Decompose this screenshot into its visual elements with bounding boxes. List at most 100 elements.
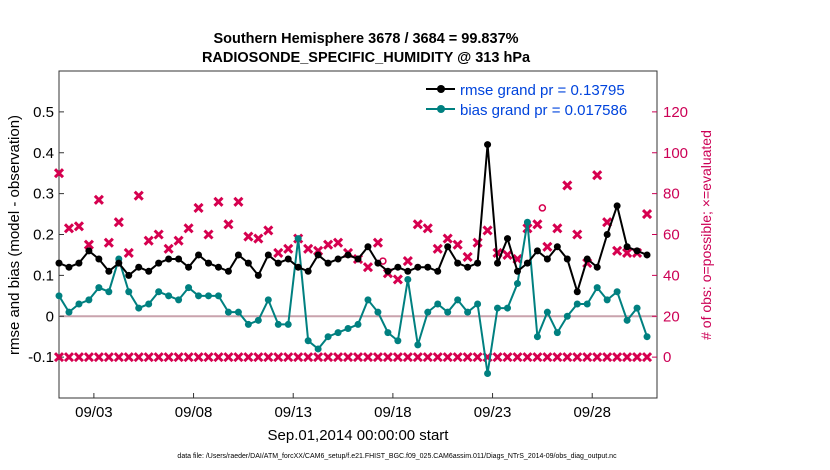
evaluated-obs-stroke	[592, 352, 603, 363]
y-tick-label: 0	[46, 308, 54, 325]
bias-point	[593, 284, 601, 292]
rmse-point	[65, 263, 73, 271]
bias-point	[55, 292, 63, 300]
rmse-point	[563, 255, 571, 263]
evaluated-obs-zero-marker	[143, 352, 154, 363]
rmse-point	[324, 259, 332, 267]
bias-point	[284, 320, 292, 328]
evaluated-obs-zero-marker	[73, 352, 84, 363]
rmse-point	[494, 259, 502, 267]
evaluated-obs-stroke	[93, 352, 104, 363]
evaluated-obs-marker	[193, 202, 204, 213]
rmse-point	[304, 267, 312, 275]
evaluated-obs-stroke	[562, 180, 573, 191]
evaluated-obs-marker	[641, 209, 653, 220]
bias-point	[304, 337, 312, 345]
evaluated-obs-stroke	[622, 352, 633, 363]
bias-point	[85, 296, 93, 304]
legend-bias-label: bias grand pr = 0.017586	[460, 102, 627, 119]
evaluated-obs-stroke	[592, 170, 603, 181]
evaluated-obs-zero-marker	[472, 352, 483, 363]
y2-tick-label: 80	[663, 186, 680, 203]
evaluated-obs-stroke	[362, 262, 374, 273]
y2-tick-label: 60	[663, 227, 680, 244]
evaluated-obs-zero-marker	[632, 352, 643, 363]
evaluated-obs-stroke	[542, 241, 553, 252]
evaluated-obs-stroke	[63, 223, 75, 234]
bias-point	[444, 308, 452, 316]
bias-point	[205, 292, 212, 300]
bias-point	[324, 333, 332, 341]
evaluated-obs-stroke	[622, 247, 633, 258]
x-tick-label: 09/28	[573, 404, 611, 421]
evaluated-obs-stroke	[153, 229, 164, 240]
evaluated-obs-zero-marker	[93, 352, 104, 363]
evaluated-obs-zero-marker	[213, 352, 224, 363]
evaluated-obs-marker	[223, 219, 234, 230]
evaluated-obs-stroke	[502, 249, 513, 260]
evaluated-obs-stroke	[333, 237, 344, 248]
bias-point	[254, 316, 262, 324]
evaluated-obs-stroke	[63, 352, 75, 363]
plot-area	[58, 70, 658, 399]
bias-point	[394, 337, 402, 345]
evaluated-obs-stroke	[323, 239, 334, 250]
evaluated-obs-zero-marker	[542, 352, 553, 363]
evaluated-obs-zero-marker	[83, 352, 94, 363]
evaluated-obs-stroke	[612, 352, 623, 363]
rmse-point	[75, 259, 83, 267]
bias-point	[264, 296, 272, 304]
rmse-point	[633, 247, 641, 255]
rmse-point	[125, 271, 133, 279]
evaluated-obs-zero-marker	[442, 352, 453, 363]
evaluated-obs-zero-marker	[333, 352, 344, 363]
evaluated-obs-marker	[432, 243, 443, 254]
evaluated-obs-zero-marker	[552, 352, 563, 363]
bias-point	[75, 300, 83, 308]
evaluated-obs-zero-marker	[163, 352, 174, 363]
evaluated-obs-zero-marker	[273, 352, 284, 363]
evaluated-obs-stroke	[362, 352, 374, 363]
evaluated-obs-zero-marker	[462, 352, 473, 363]
bias-point	[484, 369, 492, 377]
bias-series	[55, 218, 651, 377]
evaluated-obs-stroke	[432, 352, 443, 363]
rmse-point	[623, 243, 631, 251]
rmse-point	[334, 255, 342, 263]
bias-point	[95, 284, 103, 292]
evaluated-obs-stroke	[333, 352, 344, 363]
rmse-point	[533, 247, 541, 255]
evaluated-obs-stroke	[472, 352, 483, 363]
evaluated-obs-zero-marker	[193, 352, 204, 363]
evaluated-obs-stroke	[73, 352, 84, 363]
evaluated-obs-marker	[572, 229, 583, 240]
evaluated-obs-stroke	[452, 239, 463, 250]
evaluated-obs-stroke	[273, 247, 284, 258]
evaluated-obs-stroke	[442, 352, 453, 363]
evaluated-obs-stroke	[183, 352, 194, 363]
evaluated-obs-stroke	[203, 352, 214, 363]
evaluated-obs-marker	[333, 237, 344, 248]
rmse-point	[254, 271, 262, 279]
evaluated-obs-stroke	[641, 209, 653, 220]
rmse-point	[175, 255, 183, 263]
evaluated-obs-marker	[422, 223, 433, 234]
evaluated-obs-stroke	[422, 352, 433, 363]
evaluated-obs-stroke	[113, 217, 124, 228]
rmse-point	[424, 263, 432, 271]
rmse-point	[543, 255, 551, 263]
evaluated-obs-stroke	[163, 243, 174, 254]
evaluated-obs-zero-marker	[592, 352, 603, 363]
evaluated-obs-marker	[203, 229, 214, 240]
evaluated-obs-stroke	[602, 352, 613, 363]
evaluated-obs-zero-marker	[392, 352, 403, 363]
evaluated-obs-zero-marker	[113, 352, 124, 363]
bias-point	[573, 300, 581, 308]
bias-point	[414, 341, 422, 349]
bias-point	[125, 288, 133, 296]
y2-tick-label: 20	[663, 308, 680, 325]
evaluated-obs-stroke	[582, 352, 593, 363]
legend-bias-marker	[437, 105, 445, 113]
evaluated-obs-zero-marker	[372, 352, 383, 363]
